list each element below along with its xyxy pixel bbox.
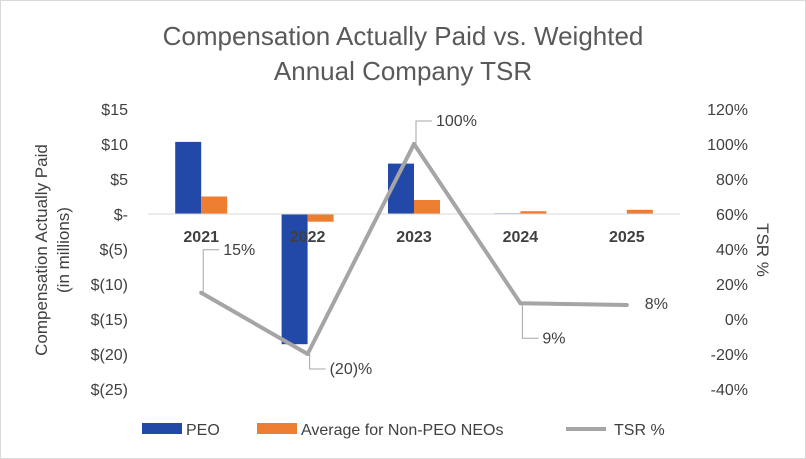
tsr-data-label: 9% xyxy=(542,330,565,347)
bar-average-for-non-peo-neos xyxy=(520,211,547,214)
tsr-leader-line xyxy=(415,120,432,144)
y-tick-label: $10 xyxy=(101,137,128,154)
y-tick-label: $15 xyxy=(101,102,128,119)
tsr-point xyxy=(199,290,204,295)
bar-average-for-non-peo-neos xyxy=(307,214,334,222)
y2-tick-label: -20% xyxy=(711,347,748,364)
bar-peo xyxy=(175,141,202,214)
tsr-leader-line xyxy=(202,249,220,293)
bar-average-for-non-peo-neos xyxy=(626,209,653,214)
legend-swatch xyxy=(142,423,182,434)
y2-axis-title: TSR % xyxy=(753,223,772,277)
category-label: 2021 xyxy=(183,229,219,246)
tsr-data-label: 15% xyxy=(223,242,255,259)
legend-label: TSR % xyxy=(614,422,665,439)
y2-tick-label: 80% xyxy=(716,172,748,189)
y2-tick-label: 100% xyxy=(707,137,748,154)
y-tick-label: $(25) xyxy=(91,382,128,399)
tsr-data-label: 100% xyxy=(436,113,477,130)
chart-title-line-1: Compensation Actually Paid vs. Weighted xyxy=(163,21,644,51)
y2-tick-label: 20% xyxy=(716,277,748,294)
tsr-leader-line xyxy=(309,354,326,370)
category-label: 2024 xyxy=(503,229,539,246)
category-label: 2022 xyxy=(290,229,326,246)
y2-tick-label: 120% xyxy=(707,102,748,119)
y-tick-label: $(10) xyxy=(91,277,128,294)
y-tick-label: $- xyxy=(114,207,128,224)
legend-label: Average for Non-PEO NEOs xyxy=(301,422,503,439)
y-tick-label: $(20) xyxy=(91,347,128,364)
y2-tick-label: 60% xyxy=(716,207,748,224)
y2-tick-label: -40% xyxy=(711,382,748,399)
y-tick-label: $(5) xyxy=(100,242,128,259)
tsr-leader-line xyxy=(521,303,539,339)
y-tick-label: $5 xyxy=(110,172,128,189)
legend-swatch xyxy=(257,423,297,434)
y-axis-title-line-1: Compensation Actually Paid xyxy=(32,144,51,356)
tsr-point xyxy=(412,142,416,146)
y2-tick-label: 0% xyxy=(725,312,748,329)
tsr-data-label: (20)% xyxy=(330,361,373,378)
bar-average-for-non-peo-neos xyxy=(414,200,440,214)
legend-label: PEO xyxy=(186,422,220,439)
category-label: 2023 xyxy=(396,229,432,246)
chart-title-line-2: Annual Company TSR xyxy=(274,56,532,86)
category-label: 2025 xyxy=(609,229,645,246)
tsr-point xyxy=(518,301,523,306)
y2-tick-label: 40% xyxy=(716,242,748,259)
bar-average-for-non-peo-neos xyxy=(201,196,228,214)
y-tick-label: $(15) xyxy=(91,312,128,329)
y-axis-title-line-2: (in millions) xyxy=(54,207,73,293)
tsr-data-label: 8% xyxy=(645,296,668,313)
tsr-point xyxy=(305,352,310,356)
bar-peo xyxy=(281,214,308,345)
tsr-point xyxy=(624,303,629,307)
